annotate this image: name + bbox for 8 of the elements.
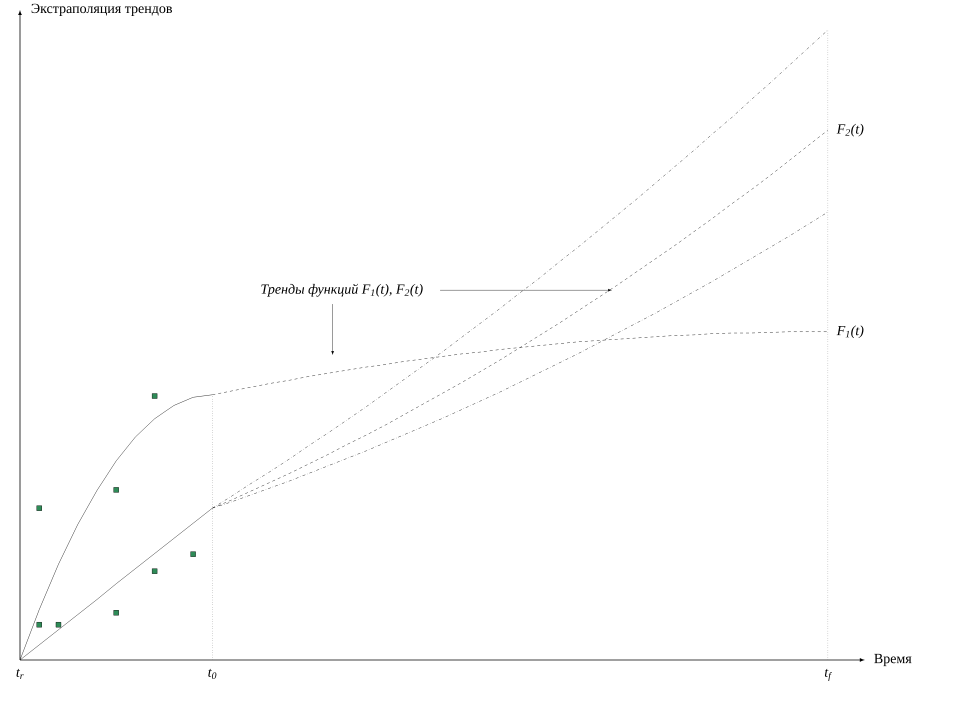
series-label: F$_{2}$(t) [836, 124, 864, 137]
y-axis-title: Экстраполяция трендов [32, 4, 172, 16]
x-tick-label: t$_{0}$ [208, 668, 216, 679]
annotation: Тренды функций F$_{1}$(t), F$_{2}$(t) [261, 284, 423, 297]
series-label: F$_{1}$(t) [836, 325, 864, 338]
x-axis-title: Время [874, 654, 912, 666]
x-tick-label: t$_{r}$ [16, 668, 24, 679]
x-tick-label: t$_{f}$ [824, 668, 832, 681]
